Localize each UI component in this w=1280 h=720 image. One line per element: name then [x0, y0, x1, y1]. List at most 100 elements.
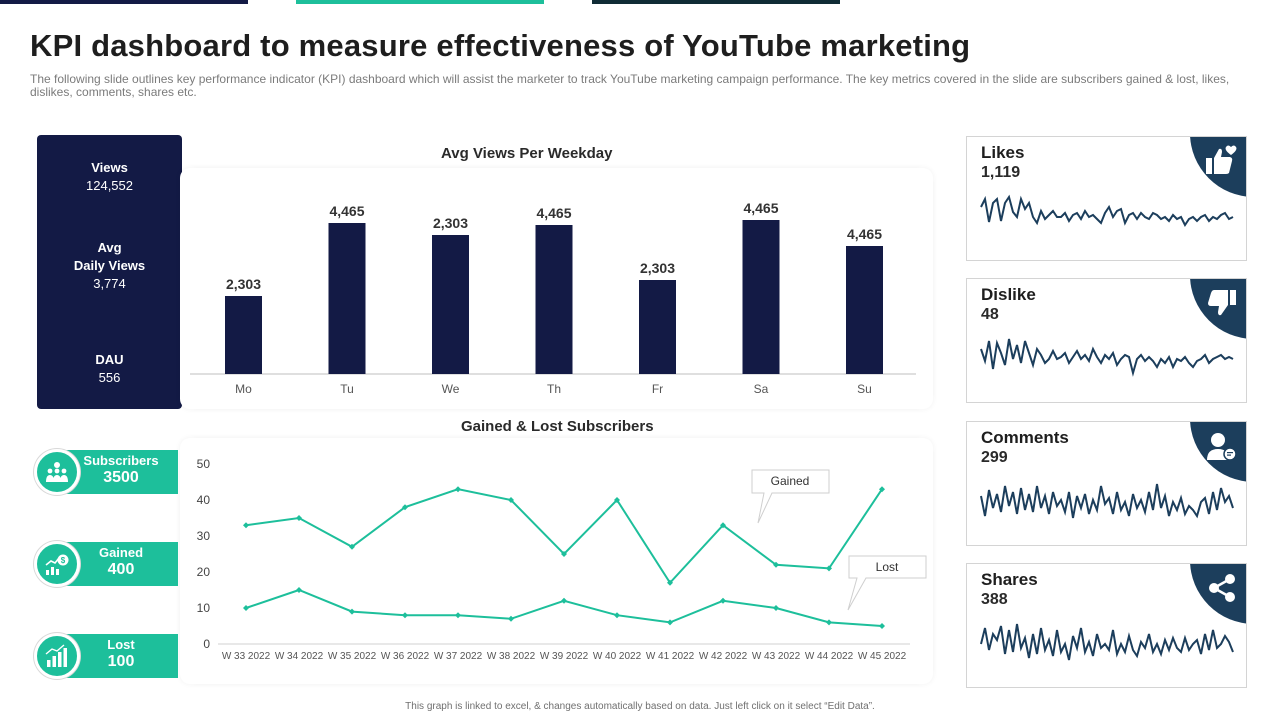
gained-band: Gained 400: [64, 542, 178, 586]
stat-dau-label: DAU: [95, 352, 124, 367]
series-point-lost: [508, 615, 514, 622]
bar-fr: [639, 280, 676, 374]
series-point-lost: [614, 612, 620, 619]
stat-avg-label-1: Avg: [97, 240, 122, 255]
gained-label: Gained: [98, 545, 144, 560]
top-accent-bar-teal: [296, 0, 544, 4]
subscribers-circle: [34, 449, 80, 495]
series-point-gained: [508, 497, 514, 503]
line-x-tick-label: W 35 2022: [328, 651, 377, 662]
lost-label: Lost: [107, 637, 135, 652]
line-x-tick-label: W 40 2022: [593, 651, 642, 662]
lost-card: Lost 100: [34, 633, 178, 679]
growth-chart-icon: $: [45, 554, 69, 575]
line-y-tick-label: 40: [197, 493, 211, 507]
line-x-tick-label: W 45 2022: [858, 651, 907, 662]
shares-title: Shares: [981, 570, 1038, 589]
stat-avg-label-2: Daily Views: [73, 258, 146, 273]
line-x-tick-label: W 41 2022: [646, 651, 695, 662]
bar-data-label: 4,465: [847, 226, 882, 242]
series-point-lost: [561, 597, 567, 604]
dislike-sparkline-line: [980, 338, 1234, 377]
share-icon: [1209, 574, 1235, 602]
line-x-tick-label: W 37 2022: [434, 651, 483, 662]
likes-title: Likes: [981, 143, 1025, 162]
stat-dau: DAU 556: [37, 351, 182, 387]
subscribers-value: 3500: [103, 469, 139, 486]
bar-tick-label: Su: [857, 382, 872, 396]
line-y-tick-label: 30: [197, 529, 211, 543]
series-line-gained: [245, 488, 883, 585]
group-icon: [46, 462, 68, 482]
gained-circle: $: [34, 541, 80, 587]
lost-band: Lost 100: [64, 634, 178, 678]
series-point-gained: [879, 486, 885, 493]
stat-dau-value: 556: [98, 370, 121, 385]
dislike-value: 48: [981, 306, 999, 323]
bar-tick-label: We: [442, 382, 460, 396]
bar-data-label: 2,303: [226, 276, 261, 292]
likes-card: Likes 1,119: [966, 136, 1247, 261]
series-point-lost: [667, 619, 673, 626]
lost-value: 100: [107, 653, 135, 670]
line-x-tick-label: W 33 2022: [222, 651, 271, 662]
bar-tick-label: Mo: [235, 382, 252, 396]
thumbs-up-heart-icon: [1206, 145, 1237, 174]
line-y-tick-label: 10: [197, 601, 211, 615]
line-y-tick-label: 0: [203, 637, 210, 651]
bar-sa: [742, 220, 780, 374]
series-point-gained: [614, 497, 620, 503]
bar-data-label: 2,303: [433, 215, 468, 231]
series-point-lost: [296, 587, 302, 593]
line-x-tick-label: W 43 2022: [752, 651, 801, 662]
series-point-gained: [561, 551, 567, 557]
series-point-gained: [455, 486, 461, 493]
stats-panel: Views 124,552 Avg Daily Views 3,774 DAU …: [37, 135, 182, 409]
series-point-gained: [402, 504, 408, 511]
bar-su: [846, 246, 883, 374]
line-x-tick-label: W 39 2022: [540, 651, 589, 662]
top-accent-bar-dark: [592, 0, 840, 4]
series-point-lost: [455, 612, 461, 619]
lost-circle: [34, 633, 80, 679]
bar-tick-label: Th: [547, 382, 561, 396]
line-x-tick-label: W 42 2022: [699, 651, 748, 662]
callout-lost: Lost: [847, 555, 927, 611]
series-point-gained: [243, 522, 249, 529]
line-y-tick-label: 50: [197, 457, 211, 471]
subscribers-label: Subscribers: [83, 453, 159, 468]
series-point-lost: [349, 608, 355, 615]
comment-user-icon: [1207, 433, 1237, 461]
series-point-gained: [667, 579, 673, 586]
bar-data-label: 4,465: [536, 205, 571, 221]
dislike-title: Dislike: [981, 285, 1036, 304]
page-subtitle: The following slide outlines key perform…: [30, 72, 1230, 99]
line-x-tick-label: W 44 2022: [805, 651, 854, 662]
bar-data-label: 4,465: [329, 203, 364, 219]
line-y-tick-label: 20: [197, 565, 211, 579]
gained-card: Gained 400 $: [34, 541, 178, 587]
series-point-gained: [720, 522, 726, 529]
comments-title: Comments: [981, 428, 1069, 447]
bar-th: [535, 225, 573, 374]
callout-lost-text: Lost: [876, 560, 899, 574]
comments-sparkline-line: [980, 483, 1234, 519]
series-point-lost: [402, 612, 408, 619]
series-point-gained: [349, 543, 355, 550]
likes-sparkline-line: [980, 194, 1234, 227]
shares-sparkline-line: [980, 623, 1234, 661]
bar-tu: [328, 223, 366, 374]
stat-views-label: Views: [91, 160, 128, 175]
comments-value: 299: [981, 449, 1008, 466]
gained-value: 400: [107, 561, 135, 578]
callout-gained-text: Gained: [771, 474, 810, 488]
bar-we: [432, 235, 469, 374]
bar-data-label: 2,303: [640, 260, 675, 276]
series-point-gained: [773, 561, 779, 568]
bar-tick-label: Tu: [340, 382, 354, 396]
callout-gained: Gained: [751, 469, 830, 524]
likes-value: 1,119: [981, 164, 1021, 181]
series-point-gained: [826, 565, 832, 572]
